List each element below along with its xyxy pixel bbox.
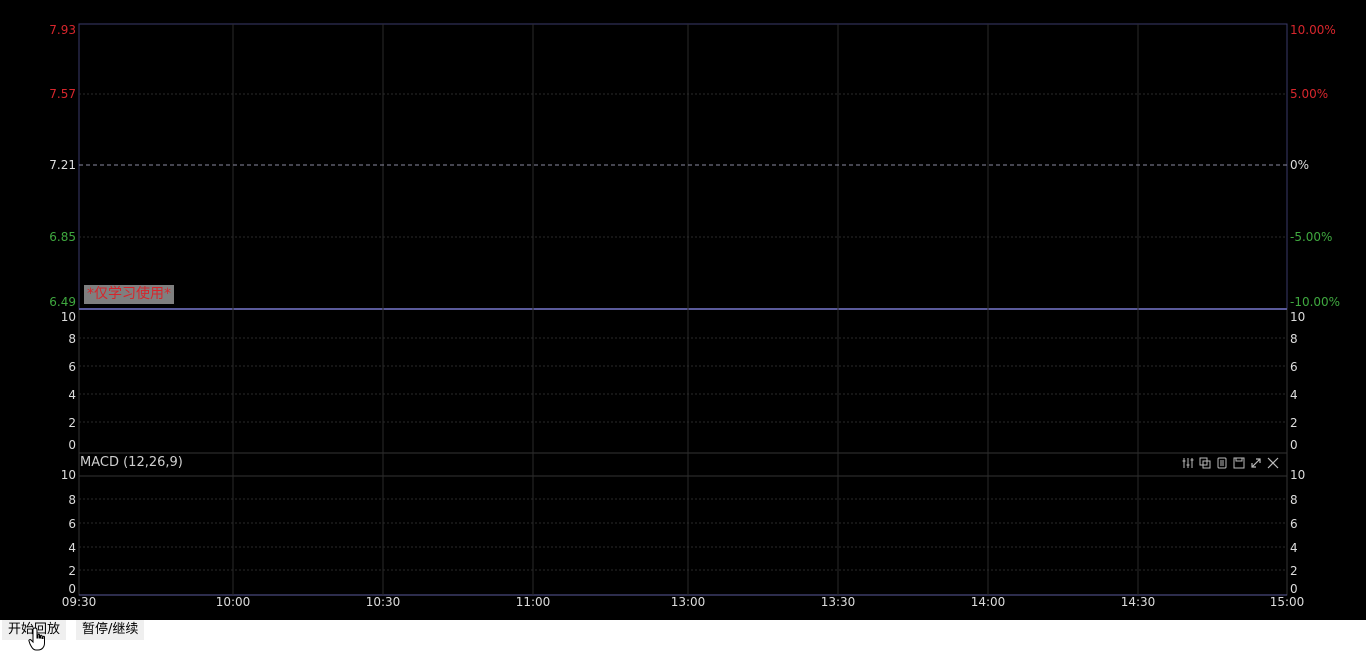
macd-toolbar [1181, 456, 1280, 472]
macd-tick-label-left: 10 [61, 468, 76, 482]
start-replay-button[interactable]: 开始回放 [2, 620, 67, 640]
volume-tick-label-left: 6 [68, 360, 76, 374]
watermark-label: *仅学习使用* [84, 285, 174, 304]
macd-tick-label-right: 4 [1290, 541, 1298, 555]
price-tick-label: 7.93 [49, 23, 76, 37]
volume-tick-label-left: 10 [61, 310, 76, 324]
time-tick-label: 13:00 [671, 595, 706, 609]
macd-title: MACD (12,26,9) [80, 455, 183, 470]
volume-tick-label-right: 2 [1290, 416, 1298, 430]
macd-tick-label-left: 6 [68, 517, 76, 531]
volume-tick-label-left: 0 [68, 438, 76, 452]
macd-tick-label-right: 8 [1290, 493, 1298, 507]
save-icon[interactable] [1232, 456, 1246, 470]
price-tick-label: 6.85 [49, 230, 76, 244]
chart-canvas: 7.93 7.57 7.21 6.85 6.49 10.00% 5.00% 0% -5.00% -… [49, 23, 1340, 609]
time-tick-label: 10:00 [216, 595, 251, 609]
macd-tick-label-left: 2 [68, 564, 76, 578]
macd-tick-label-right: 0 [1290, 582, 1298, 596]
percent-tick-label: -10.00% [1290, 295, 1340, 309]
volume-tick-label-right: 4 [1290, 388, 1298, 402]
copy-icon[interactable] [1198, 456, 1212, 470]
time-tick-label: 13:30 [821, 595, 856, 609]
volume-tick-label-left: 8 [68, 332, 76, 346]
volume-tick-label-left: 4 [68, 388, 76, 402]
chart-stage: 7.93 7.57 7.21 6.85 6.49 10.00% 5.00% 0% -5.00% -… [0, 0, 1366, 620]
macd-tick-label-left: 0 [68, 582, 76, 596]
time-tick-label: 10:30 [366, 595, 401, 609]
settings-sliders-icon[interactable] [1181, 456, 1195, 470]
macd-tick-label-right: 2 [1290, 564, 1298, 578]
volume-tick-label-right: 6 [1290, 360, 1298, 374]
volume-tick-label-right: 10 [1290, 310, 1305, 324]
volume-tick-label-right: 0 [1290, 438, 1298, 452]
percent-tick-label: 5.00% [1290, 87, 1328, 101]
playback-controls: 开始回放 暂停/继续 [0, 620, 1366, 670]
volume-panel-border [78, 308, 1288, 454]
macd-tick-label-left: 4 [68, 541, 76, 555]
macd-tick-label-right: 6 [1290, 517, 1298, 531]
time-tick-label: 09:30 [62, 595, 97, 609]
price-panel-border [78, 23, 1288, 310]
close-icon[interactable] [1266, 456, 1280, 470]
percent-tick-label: -5.00% [1290, 230, 1332, 244]
macd-panel-border [78, 452, 1288, 596]
price-tick-label: 7.21 [49, 158, 76, 172]
expand-icon[interactable] [1249, 456, 1263, 470]
time-tick-label: 11:00 [516, 595, 551, 609]
duplicate-icon[interactable] [1215, 456, 1229, 470]
time-tick-label: 14:30 [1121, 595, 1156, 609]
volume-tick-label-left: 2 [68, 416, 76, 430]
time-tick-label: 14:00 [971, 595, 1006, 609]
time-tick-label: 15:00 [1270, 595, 1305, 609]
macd-tick-label-right: 10 [1290, 468, 1305, 482]
price-tick-label: 7.57 [49, 87, 76, 101]
volume-tick-label-right: 8 [1290, 332, 1298, 346]
percent-tick-label: 0% [1290, 158, 1309, 172]
percent-tick-label: 10.00% [1290, 23, 1336, 37]
pause-resume-button[interactable]: 暂停/继续 [76, 620, 145, 640]
price-tick-label: 6.49 [49, 295, 76, 309]
macd-tick-label-left: 8 [68, 493, 76, 507]
